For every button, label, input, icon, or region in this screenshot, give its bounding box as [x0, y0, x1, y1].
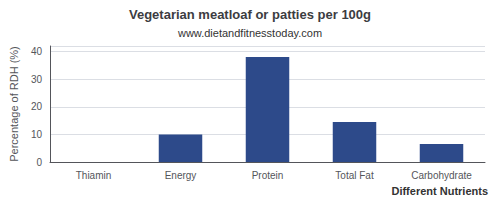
svg-text:10: 10	[31, 129, 43, 140]
svg-text:Different Nutrients: Different Nutrients	[391, 185, 488, 197]
svg-text:Thiamin: Thiamin	[76, 170, 112, 181]
svg-text:40: 40	[31, 46, 43, 57]
svg-text:Vegetarian meatloaf or patties: Vegetarian meatloaf or patties per 100g	[129, 7, 371, 22]
svg-text:Total Fat: Total Fat	[335, 170, 374, 181]
svg-text:Carbohydrate: Carbohydrate	[411, 170, 472, 181]
svg-text:20: 20	[31, 101, 43, 112]
svg-text:0: 0	[36, 157, 42, 168]
svg-text:www.dietandfitnesstoday.com: www.dietandfitnesstoday.com	[177, 27, 322, 39]
svg-text:30: 30	[31, 74, 43, 85]
svg-text:Protein: Protein	[252, 170, 284, 181]
svg-text:Energy: Energy	[165, 170, 197, 181]
svg-text:Percentage of RDH (%): Percentage of RDH (%)	[8, 46, 20, 162]
